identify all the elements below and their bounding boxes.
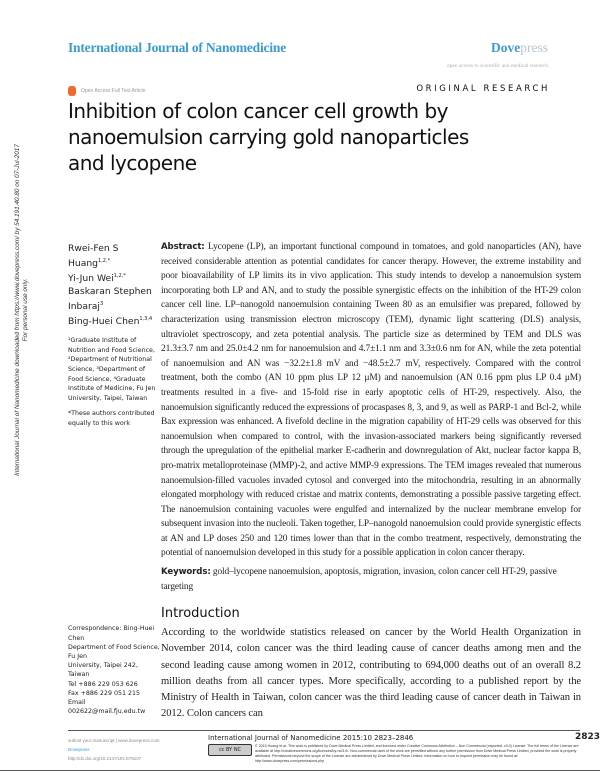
footer-right: International Journal of Nanomedicine 20… bbox=[208, 731, 600, 770]
author-affiliation-marks: 1,2,* bbox=[113, 273, 126, 280]
publisher-tagline: open access to scientific and medical re… bbox=[446, 63, 548, 69]
page-footer: submit your manuscript | www.dovepress.c… bbox=[68, 730, 600, 770]
open-access-lock-icon bbox=[68, 86, 76, 96]
keywords-label: Keywords: bbox=[161, 567, 211, 578]
open-access-label: Open Access Full Text Article bbox=[68, 86, 145, 96]
keywords-text: gold–lycopene nanoemulsion, apoptosis, m… bbox=[161, 567, 557, 592]
download-note: International Journal of Nanomedicine do… bbox=[14, 144, 21, 476]
publisher-main: Dove bbox=[491, 40, 521, 55]
correspondence-line: Correspondence: Bing-Huei Chen bbox=[68, 625, 155, 642]
publisher-suffix: press bbox=[520, 40, 548, 55]
author-affiliation-marks: 1,2,* bbox=[98, 258, 111, 264]
open-access-text: Open Access Full Text Article bbox=[81, 88, 146, 94]
keywords: Keywords: gold–lycopene nanoemulsion, ap… bbox=[161, 565, 581, 594]
right-column: Abstract: Lycopene (LP), an important fu… bbox=[161, 240, 581, 722]
author: Baskaran Stephen Inbaraj3 bbox=[68, 285, 161, 313]
abstract: Abstract: Lycopene (LP), an important fu… bbox=[161, 240, 581, 561]
author-name: Yi-Jun Wei bbox=[68, 273, 114, 285]
footer-dovepress-logo: Dovepress bbox=[68, 747, 90, 753]
correspondence-line: Department of Food Science, Fu Jen bbox=[68, 643, 160, 661]
creative-commons-badge[interactable]: cc BY NC bbox=[208, 744, 252, 757]
correspondence-email[interactable]: Email 002622@mail.fju.edu.tw bbox=[68, 699, 146, 716]
footer-submit: submit your manuscript | www.dovepress.c… bbox=[68, 731, 208, 770]
author-name: Bing-Huei Chen bbox=[68, 316, 140, 328]
article-body: Rwei-Fen S Huang1,2,* Yi-Jun Wei1,2,* Ba… bbox=[68, 240, 581, 722]
correspondence-line: Tel +886 229 053 626 bbox=[68, 680, 138, 688]
download-watermark: International Journal of Nanomedicine do… bbox=[14, 100, 30, 520]
author: Yi-Jun Wei1,2,* bbox=[68, 270, 161, 285]
correspondence: Correspondence: Bing-Huei Chen Departmen… bbox=[68, 624, 161, 722]
personal-use-note: For personal use only. bbox=[22, 278, 29, 342]
author-affiliation-marks: 1,3,4 bbox=[139, 316, 153, 323]
author-name: Baskaran Stephen Inbaraj bbox=[68, 286, 152, 313]
author: Rwei-Fen S Huang1,2,* bbox=[68, 242, 161, 270]
publisher-logo: Dovepress bbox=[491, 40, 548, 56]
submit-link[interactable]: submit your manuscript | www.dovepress.c… bbox=[68, 738, 160, 744]
page-number: 2823 bbox=[574, 732, 600, 743]
author-list: Rwei-Fen S Huang1,2,* Yi-Jun Wei1,2,* Ba… bbox=[68, 240, 161, 328]
license-text: © 2015 Huang et al. This work is publish… bbox=[255, 744, 579, 763]
contribution-note: *These authors contributed equally to th… bbox=[68, 410, 155, 427]
affiliations: ¹Graduate Institute of Nutrition and Foo… bbox=[68, 337, 156, 402]
doi-link[interactable]: http://dx.doi.org/10.2147/IJN.S79107 bbox=[68, 756, 142, 762]
license-row: cc BY NC © 2015 Huang et al. This work i… bbox=[208, 744, 580, 763]
article-title: Inhibition of colon cancer cell growth b… bbox=[68, 99, 469, 175]
article-type: ORIGINAL RESEARCH bbox=[416, 84, 550, 94]
correspondence-line: Fax +886 229 051 215 bbox=[68, 689, 140, 697]
abstract-label: Abstract: bbox=[161, 242, 205, 252]
author-name: Rwei-Fen S Huang bbox=[68, 243, 119, 270]
footer-bottom-rule bbox=[0, 770, 600, 772]
introduction-heading: Introduction bbox=[161, 606, 240, 622]
introduction-text: According to the worldwide statistics re… bbox=[161, 627, 581, 720]
author: Bing-Huei Chen1,3,4 bbox=[68, 313, 161, 328]
left-column: Rwei-Fen S Huang1,2,* Yi-Jun Wei1,2,* Ba… bbox=[68, 240, 161, 722]
correspondence-line: University, Taipei 242, Taiwan bbox=[68, 662, 138, 679]
journal-name: International Journal of Nanomedicine bbox=[68, 40, 286, 55]
author-affiliation-marks: 3 bbox=[99, 301, 104, 308]
abstract-text: Lycopene (LP), an important functional c… bbox=[161, 242, 581, 559]
footer-citation: International Journal of Nanomedicine 20… bbox=[208, 734, 414, 743]
